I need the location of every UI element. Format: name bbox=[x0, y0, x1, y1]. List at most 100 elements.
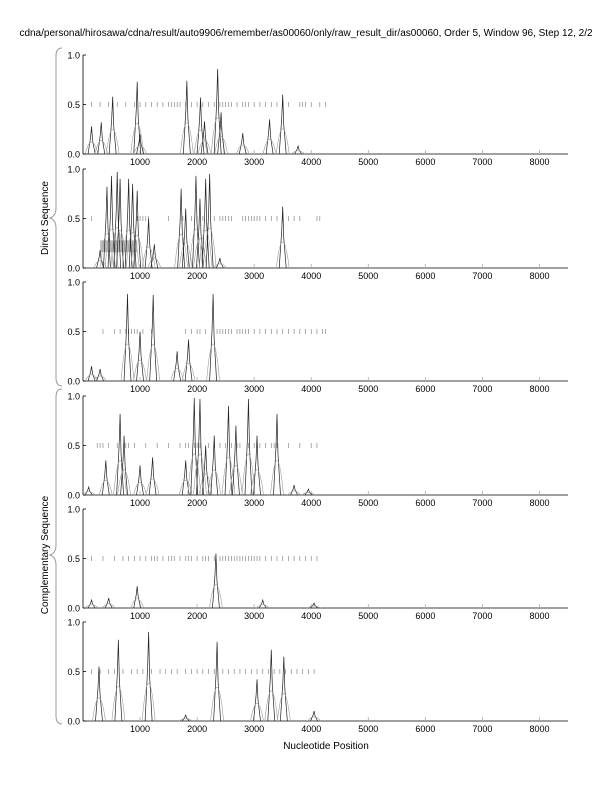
x-tick-label: 3000 bbox=[244, 498, 264, 508]
peak-complement bbox=[93, 375, 107, 382]
y-tick-label: 0.5 bbox=[67, 214, 80, 224]
x-tick-label: 4000 bbox=[301, 384, 321, 394]
peak-complement bbox=[277, 693, 291, 722]
x-tick-label: 5000 bbox=[358, 157, 378, 167]
peak-complement bbox=[197, 139, 212, 155]
peak-complement bbox=[307, 716, 321, 722]
peak bbox=[265, 119, 274, 155]
x-tick-label: 4000 bbox=[301, 611, 321, 621]
peak-complement bbox=[174, 234, 188, 269]
peak-complement bbox=[241, 454, 256, 496]
peak bbox=[133, 190, 142, 269]
x-tick-label: 8000 bbox=[529, 157, 549, 167]
x-tick-label: 5000 bbox=[358, 611, 378, 621]
peak bbox=[173, 351, 181, 382]
peak bbox=[196, 398, 204, 496]
x-tick-label: 2000 bbox=[187, 611, 207, 621]
peak bbox=[96, 250, 104, 269]
peak-complement bbox=[287, 490, 301, 496]
x-tick-label: 1000 bbox=[130, 157, 150, 167]
peak-complement bbox=[213, 263, 227, 269]
x-tick-label: 2000 bbox=[187, 157, 207, 167]
peak-complement bbox=[178, 479, 193, 496]
x-tick-label: 1000 bbox=[130, 724, 150, 734]
peak bbox=[258, 598, 267, 609]
peak bbox=[107, 175, 116, 269]
peak bbox=[87, 366, 96, 382]
peak bbox=[116, 413, 124, 496]
panel-3: 0.0 0.5 1.0 1000 2000 3000 4000 5000 6000 7000 800… bbox=[67, 278, 568, 394]
peak-complement bbox=[202, 228, 217, 269]
peak-complement bbox=[101, 603, 116, 609]
peak bbox=[96, 369, 104, 382]
group-label-complementary: Complementary Sequence bbox=[40, 495, 51, 614]
peak-complement bbox=[275, 128, 290, 155]
peak-complement bbox=[133, 482, 147, 496]
x-tick-label: 7000 bbox=[472, 157, 492, 167]
chart-title: cdna/personal/hirosawa/cdna/result/auto9… bbox=[19, 28, 593, 39]
x-tick-label: 8000 bbox=[529, 724, 549, 734]
x-tick-label: 7000 bbox=[472, 271, 492, 281]
peak bbox=[182, 80, 191, 155]
y-tick-label: 1.0 bbox=[67, 165, 80, 175]
x-tick-label: 1000 bbox=[130, 611, 150, 621]
panel-5: 0.0 0.5 1.0 1000 2000 3000 4000 5000 6000 7000 800… bbox=[67, 505, 568, 621]
peak-complement bbox=[256, 604, 270, 609]
y-tick-label: 1.0 bbox=[67, 618, 80, 628]
peak bbox=[149, 294, 158, 382]
peak bbox=[84, 485, 93, 496]
peak-complement bbox=[105, 129, 120, 155]
x-tick-label: 3000 bbox=[244, 384, 264, 394]
peak bbox=[104, 598, 113, 609]
peak-complement bbox=[133, 145, 147, 155]
peak-complement bbox=[179, 718, 193, 722]
peak-complement bbox=[250, 469, 264, 496]
peak-complement bbox=[145, 478, 160, 496]
peak bbox=[213, 641, 221, 722]
peak-complement bbox=[120, 343, 135, 382]
peak bbox=[232, 425, 240, 496]
peak-complement bbox=[181, 363, 196, 382]
panel-6: 0.0 0.5 1.0 1000 2000 3000 4000 5000 6000 7000 800… bbox=[67, 618, 568, 734]
x-tick-label: 7000 bbox=[472, 498, 492, 508]
x-tick-label: 1000 bbox=[130, 271, 150, 281]
peak-complement bbox=[92, 697, 106, 722]
y-tick-label: 0.0 bbox=[67, 264, 80, 274]
peak-complement bbox=[100, 233, 114, 269]
y-tick-label: 0.5 bbox=[67, 441, 80, 451]
x-tick-label: 6000 bbox=[415, 271, 435, 281]
peak-complement bbox=[301, 492, 316, 496]
peak-complement bbox=[275, 241, 290, 269]
peak-complement bbox=[99, 479, 113, 496]
peak-complement bbox=[291, 150, 305, 155]
x-tick-label: 4000 bbox=[301, 724, 321, 734]
peak-complement bbox=[262, 138, 277, 155]
peak bbox=[95, 666, 103, 722]
peak bbox=[123, 293, 132, 382]
peak bbox=[192, 175, 200, 269]
peak bbox=[87, 598, 96, 609]
x-tick-label: 1000 bbox=[130, 498, 150, 508]
peak bbox=[133, 81, 142, 155]
y-tick-label: 0.5 bbox=[67, 554, 80, 564]
peak-complement bbox=[170, 368, 184, 382]
peak bbox=[244, 398, 253, 496]
y-tick-label: 0.0 bbox=[67, 377, 80, 387]
peak-complement bbox=[113, 460, 127, 496]
peak-complement bbox=[209, 584, 223, 609]
peak-complement bbox=[130, 122, 145, 155]
x-tick-label: 2000 bbox=[187, 498, 207, 508]
peak-complement bbox=[94, 140, 109, 155]
peak-complement bbox=[250, 703, 264, 722]
peak-complement bbox=[235, 144, 250, 155]
x-tick-label: 8000 bbox=[529, 611, 549, 621]
panel-1: 0.0 0.5 1.0 1000 2000 3000 4000 5000 6000 7000 800… bbox=[67, 51, 568, 167]
peak-complement bbox=[111, 686, 126, 722]
peak-complement bbox=[270, 460, 284, 496]
x-tick-label: 8000 bbox=[529, 498, 549, 508]
peak bbox=[279, 656, 288, 722]
peak-complement bbox=[141, 246, 156, 269]
x-tick-label: 6000 bbox=[415, 611, 435, 621]
peak bbox=[238, 133, 247, 155]
bracket-direct bbox=[48, 47, 63, 387]
